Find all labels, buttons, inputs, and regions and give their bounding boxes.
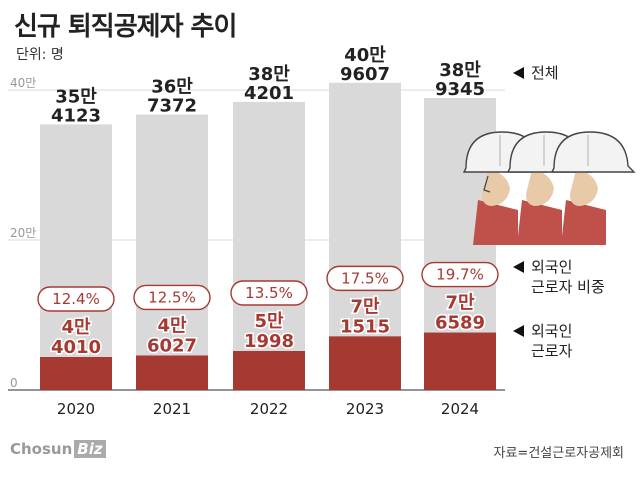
x-tick-label: 2022 [250,400,288,418]
data-label-foreign-top: 5만 [254,311,284,332]
x-tick-label: 2020 [57,400,95,418]
legend-label: 전체 [531,64,559,82]
worker-vest [517,200,562,245]
share-pill [421,261,499,288]
legend-label-line2: 근로자 비중 [531,278,605,296]
unit-label: 단위: 명 [16,47,64,63]
legend-label-line2: 근로자 [531,342,573,360]
legend-marker [513,67,524,79]
bar-foreign [329,336,401,390]
worker-face [570,170,598,206]
bar-foreign [40,356,112,390]
share-pill [37,286,115,312]
y-tick-label: 20만 [10,226,36,240]
data-label-foreign-bottom: 6589 [435,313,485,334]
data-label-foreign-top: 7만 [445,293,475,314]
bar-foreign [136,355,208,390]
bar-total [233,101,305,391]
bar-foreign [233,351,305,390]
legend-marker [513,325,524,337]
data-label-total-bottom: 9345 [435,79,485,100]
share-label: 12.4% [52,290,100,308]
worker-vest [561,200,606,245]
bar-total [40,124,112,391]
share-label: 19.7% [436,266,484,284]
data-label-total-bottom: 4123 [51,105,101,126]
logo-biz: Biz [74,440,106,458]
legend-label: 외국인 [531,322,572,340]
share-pill [326,265,404,292]
share-pill [133,284,211,311]
logo-main: Chosun [10,440,73,458]
data-label-foreign-bottom: 6027 [147,335,197,356]
data-label-foreign-bottom: 1998 [244,331,294,352]
share-label: 13.5% [245,284,293,302]
data-label-total-top: 35만 [55,86,97,107]
data-label-total-top: 40만 [344,45,386,66]
data-label-foreign-top: 4만 [61,317,91,338]
data-label-total-top: 38만 [439,60,481,81]
x-tick-label: 2023 [346,400,384,418]
legend-marker [513,261,524,273]
data-label-foreign-top: 7만 [350,296,380,317]
x-tick-label: 2024 [441,400,479,418]
bar-total [136,114,208,390]
data-label-total-bottom: 4201 [244,83,294,104]
data-label-total-top: 36만 [151,76,193,97]
legend-label: 외국인 [531,258,572,276]
data-label-total-top: 38만 [248,64,290,85]
x-tick-label: 2021 [153,400,191,418]
publisher-logo: Chosun Biz [10,440,106,458]
share-label: 12.5% [148,288,196,306]
data-label-foreign-top: 4만 [157,315,187,336]
worker-face [526,170,554,206]
y-tick-label: 0 [10,376,18,390]
chart-title: 신규 퇴직공제자 추이 [14,12,237,42]
worker-helmet-illustration [462,131,636,245]
worker-vest [473,200,518,245]
share-pill [230,280,308,306]
worker-nose [483,175,491,193]
share-label: 17.5% [341,269,389,287]
source-note: 자료=건설근로자공제회 [493,446,625,461]
worker-figure [550,131,636,245]
y-tick-label: 40만 [10,76,36,90]
data-label-total-bottom: 9607 [340,64,390,85]
data-label-foreign-bottom: 1515 [340,316,390,337]
helmet [550,131,636,173]
data-label-foreign-bottom: 4010 [51,337,101,358]
data-label-total-bottom: 7372 [147,95,197,116]
bar-foreign [424,332,496,390]
worker-face [482,170,510,206]
